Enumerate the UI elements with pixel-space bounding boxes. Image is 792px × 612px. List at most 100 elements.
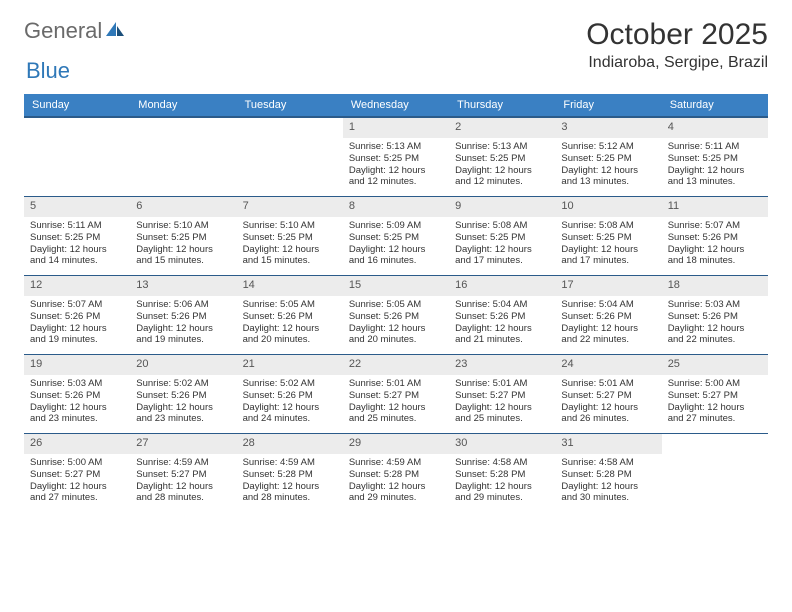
day-number: 22 <box>343 355 449 375</box>
day-body: Sunrise: 5:08 AMSunset: 5:25 PMDaylight:… <box>555 219 661 272</box>
daylight-text: Daylight: 12 hours and 22 minutes. <box>668 323 762 347</box>
calendar: Sunday Monday Tuesday Wednesday Thursday… <box>24 94 768 512</box>
daylight-text: Daylight: 12 hours and 28 minutes. <box>243 481 337 505</box>
daylight-text: Daylight: 12 hours and 16 minutes. <box>349 244 443 268</box>
calendar-day: 29Sunrise: 4:59 AMSunset: 5:28 PMDayligh… <box>343 434 449 512</box>
sunset-text: Sunset: 5:25 PM <box>668 153 762 165</box>
calendar-day: 1Sunrise: 5:13 AMSunset: 5:25 PMDaylight… <box>343 118 449 196</box>
sail-icon <box>104 18 126 44</box>
logo-text-general: General <box>24 18 102 44</box>
sunset-text: Sunset: 5:26 PM <box>30 390 124 402</box>
sunset-text: Sunset: 5:27 PM <box>455 390 549 402</box>
sunset-text: Sunset: 5:26 PM <box>30 311 124 323</box>
sunset-text: Sunset: 5:26 PM <box>136 311 230 323</box>
daylight-text: Daylight: 12 hours and 13 minutes. <box>561 165 655 189</box>
day-number: 20 <box>130 355 236 375</box>
day-body: Sunrise: 5:12 AMSunset: 5:25 PMDaylight:… <box>555 140 661 193</box>
day-body: Sunrise: 4:59 AMSunset: 5:28 PMDaylight:… <box>343 456 449 509</box>
daylight-text: Daylight: 12 hours and 27 minutes. <box>30 481 124 505</box>
sunset-text: Sunset: 5:25 PM <box>561 232 655 244</box>
calendar-day: 7Sunrise: 5:10 AMSunset: 5:25 PMDaylight… <box>237 197 343 275</box>
calendar-week: 19Sunrise: 5:03 AMSunset: 5:26 PMDayligh… <box>24 355 768 434</box>
daylight-text: Daylight: 12 hours and 25 minutes. <box>455 402 549 426</box>
sunrise-text: Sunrise: 5:01 AM <box>349 378 443 390</box>
day-header-monday: Monday <box>130 94 236 118</box>
calendar-day: 30Sunrise: 4:58 AMSunset: 5:28 PMDayligh… <box>449 434 555 512</box>
sunrise-text: Sunrise: 5:04 AM <box>561 299 655 311</box>
day-number: 13 <box>130 276 236 296</box>
day-body: Sunrise: 4:58 AMSunset: 5:28 PMDaylight:… <box>555 456 661 509</box>
daylight-text: Daylight: 12 hours and 24 minutes. <box>243 402 337 426</box>
calendar-week: 12Sunrise: 5:07 AMSunset: 5:26 PMDayligh… <box>24 276 768 355</box>
location: Indiaroba, Sergipe, Brazil <box>586 54 768 72</box>
day-number: 25 <box>662 355 768 375</box>
sunset-text: Sunset: 5:27 PM <box>30 469 124 481</box>
sunrise-text: Sunrise: 5:05 AM <box>243 299 337 311</box>
day-body: Sunrise: 5:04 AMSunset: 5:26 PMDaylight:… <box>555 298 661 351</box>
daylight-text: Daylight: 12 hours and 15 minutes. <box>243 244 337 268</box>
sunrise-text: Sunrise: 4:59 AM <box>349 457 443 469</box>
daylight-text: Daylight: 12 hours and 23 minutes. <box>136 402 230 426</box>
day-body: Sunrise: 5:08 AMSunset: 5:25 PMDaylight:… <box>449 219 555 272</box>
day-body: Sunrise: 5:07 AMSunset: 5:26 PMDaylight:… <box>662 219 768 272</box>
day-number: 1 <box>343 118 449 138</box>
day-number: 21 <box>237 355 343 375</box>
calendar-day: 14Sunrise: 5:05 AMSunset: 5:26 PMDayligh… <box>237 276 343 354</box>
calendar-day: . <box>662 434 768 512</box>
day-body: Sunrise: 5:07 AMSunset: 5:26 PMDaylight:… <box>24 298 130 351</box>
day-number: 30 <box>449 434 555 454</box>
day-body: Sunrise: 5:10 AMSunset: 5:25 PMDaylight:… <box>237 219 343 272</box>
sunrise-text: Sunrise: 5:03 AM <box>30 378 124 390</box>
sunset-text: Sunset: 5:26 PM <box>668 232 762 244</box>
daylight-text: Daylight: 12 hours and 23 minutes. <box>30 402 124 426</box>
calendar-week: ...1Sunrise: 5:13 AMSunset: 5:25 PMDayli… <box>24 118 768 197</box>
sunset-text: Sunset: 5:26 PM <box>243 311 337 323</box>
day-number: 12 <box>24 276 130 296</box>
calendar-day: 11Sunrise: 5:07 AMSunset: 5:26 PMDayligh… <box>662 197 768 275</box>
daylight-text: Daylight: 12 hours and 29 minutes. <box>455 481 549 505</box>
sunrise-text: Sunrise: 5:06 AM <box>136 299 230 311</box>
sunrise-text: Sunrise: 5:05 AM <box>349 299 443 311</box>
sunset-text: Sunset: 5:26 PM <box>349 311 443 323</box>
day-number: 28 <box>237 434 343 454</box>
sunset-text: Sunset: 5:25 PM <box>455 232 549 244</box>
sunrise-text: Sunrise: 5:09 AM <box>349 220 443 232</box>
day-header-wednesday: Wednesday <box>343 94 449 118</box>
daylight-text: Daylight: 12 hours and 21 minutes. <box>455 323 549 347</box>
daylight-text: Daylight: 12 hours and 18 minutes. <box>668 244 762 268</box>
calendar-day: 4Sunrise: 5:11 AMSunset: 5:25 PMDaylight… <box>662 118 768 196</box>
day-number: 10 <box>555 197 661 217</box>
sunrise-text: Sunrise: 5:08 AM <box>561 220 655 232</box>
day-body: Sunrise: 5:00 AMSunset: 5:27 PMDaylight:… <box>24 456 130 509</box>
sunrise-text: Sunrise: 5:13 AM <box>349 141 443 153</box>
day-body <box>24 140 130 145</box>
sunset-text: Sunset: 5:27 PM <box>561 390 655 402</box>
sunrise-text: Sunrise: 5:11 AM <box>668 141 762 153</box>
day-number: 3 <box>555 118 661 138</box>
daylight-text: Daylight: 12 hours and 20 minutes. <box>349 323 443 347</box>
calendar-day: 18Sunrise: 5:03 AMSunset: 5:26 PMDayligh… <box>662 276 768 354</box>
day-number: 2 <box>449 118 555 138</box>
day-body <box>662 456 768 461</box>
calendar-day: 8Sunrise: 5:09 AMSunset: 5:25 PMDaylight… <box>343 197 449 275</box>
sunset-text: Sunset: 5:28 PM <box>243 469 337 481</box>
day-body: Sunrise: 5:01 AMSunset: 5:27 PMDaylight:… <box>449 377 555 430</box>
day-body: Sunrise: 5:13 AMSunset: 5:25 PMDaylight:… <box>343 140 449 193</box>
sunrise-text: Sunrise: 5:01 AM <box>455 378 549 390</box>
sunrise-text: Sunrise: 5:12 AM <box>561 141 655 153</box>
day-number: 26 <box>24 434 130 454</box>
day-number: 31 <box>555 434 661 454</box>
calendar-day: 19Sunrise: 5:03 AMSunset: 5:26 PMDayligh… <box>24 355 130 433</box>
day-body: Sunrise: 5:02 AMSunset: 5:26 PMDaylight:… <box>130 377 236 430</box>
calendar-day: 26Sunrise: 5:00 AMSunset: 5:27 PMDayligh… <box>24 434 130 512</box>
sunset-text: Sunset: 5:27 PM <box>136 469 230 481</box>
day-number: 9 <box>449 197 555 217</box>
calendar-day: 24Sunrise: 5:01 AMSunset: 5:27 PMDayligh… <box>555 355 661 433</box>
sunset-text: Sunset: 5:26 PM <box>243 390 337 402</box>
logo: General <box>24 18 128 44</box>
sunset-text: Sunset: 5:26 PM <box>455 311 549 323</box>
sunset-text: Sunset: 5:28 PM <box>349 469 443 481</box>
calendar-day: 13Sunrise: 5:06 AMSunset: 5:26 PMDayligh… <box>130 276 236 354</box>
sunset-text: Sunset: 5:26 PM <box>136 390 230 402</box>
calendar-day: . <box>237 118 343 196</box>
